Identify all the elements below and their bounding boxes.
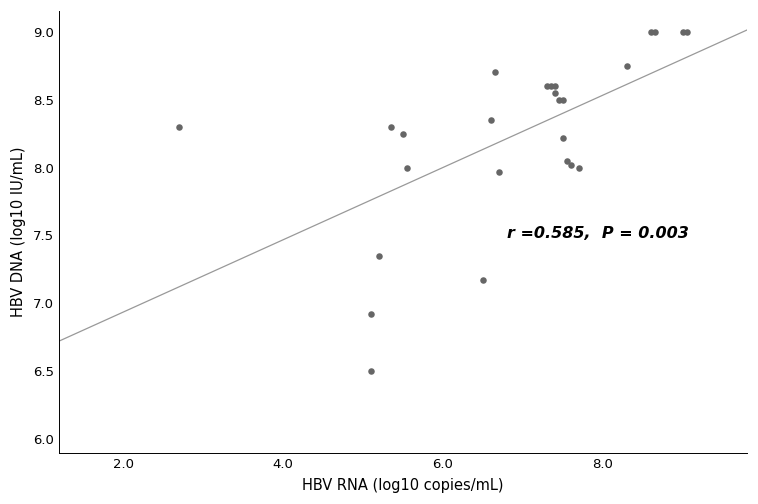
Point bbox=[621, 61, 633, 70]
Text: r =0.585,  P = 0.003: r =0.585, P = 0.003 bbox=[507, 226, 689, 241]
Y-axis label: HBV DNA (log10 IU/mL): HBV DNA (log10 IU/mL) bbox=[11, 147, 26, 318]
Point bbox=[365, 310, 377, 319]
Point bbox=[173, 122, 185, 131]
Point bbox=[477, 276, 489, 284]
Point bbox=[549, 82, 561, 90]
Point bbox=[645, 28, 657, 36]
Point bbox=[557, 95, 569, 103]
Point bbox=[677, 28, 689, 36]
Point bbox=[557, 134, 569, 142]
Point bbox=[401, 163, 413, 171]
Point bbox=[365, 367, 377, 375]
Point bbox=[493, 167, 505, 175]
Point bbox=[649, 28, 661, 36]
Point bbox=[489, 68, 501, 76]
Point bbox=[397, 130, 409, 138]
X-axis label: HBV RNA (log10 copies/mL): HBV RNA (log10 copies/mL) bbox=[302, 478, 504, 493]
Point bbox=[561, 157, 573, 165]
Point bbox=[681, 28, 693, 36]
Point bbox=[573, 163, 585, 171]
Point bbox=[485, 116, 497, 124]
Point bbox=[553, 95, 565, 103]
Point bbox=[373, 252, 385, 260]
Point bbox=[545, 82, 557, 90]
Point bbox=[385, 122, 397, 131]
Point bbox=[541, 82, 553, 90]
Point bbox=[565, 161, 577, 169]
Point bbox=[549, 89, 561, 97]
